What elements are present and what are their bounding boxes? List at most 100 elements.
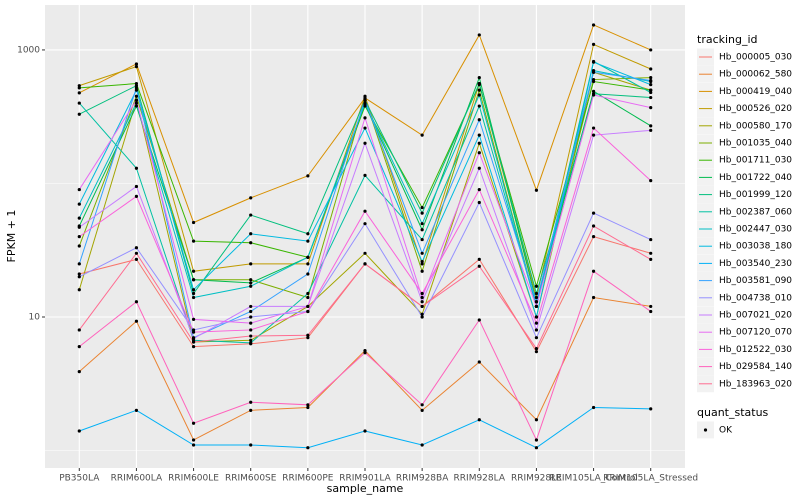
data-point <box>649 88 653 92</box>
data-point <box>591 42 596 47</box>
data-point <box>77 345 81 349</box>
data-point <box>134 257 139 261</box>
data-point <box>134 319 139 323</box>
data-point <box>77 272 81 276</box>
data-point <box>649 67 653 71</box>
legend-label: Hb_002387_060 <box>719 207 792 217</box>
y-tick-label: 1000 <box>17 45 40 55</box>
x-axis-title: sample_name <box>327 482 404 495</box>
data-point <box>134 88 139 92</box>
data-point <box>649 179 653 183</box>
data-point <box>649 124 653 128</box>
data-point <box>591 126 596 130</box>
x-tick-label: RRIM105LA_Control <box>549 474 638 484</box>
data-point <box>306 255 310 259</box>
data-point <box>477 118 481 122</box>
grid <box>45 5 685 468</box>
data-point <box>191 278 196 282</box>
data-point <box>534 350 539 354</box>
data-point <box>249 278 253 282</box>
data-point <box>191 336 196 341</box>
data-point <box>77 91 81 95</box>
data-point <box>363 98 367 102</box>
legend-label: Hb_003581_090 <box>719 276 792 286</box>
data-point <box>134 98 139 102</box>
data-point <box>249 341 253 345</box>
data-point <box>477 133 481 137</box>
data-point <box>249 309 253 314</box>
data-point <box>420 133 424 137</box>
data-point <box>591 405 596 410</box>
data-point <box>249 334 253 338</box>
legend-label: Hb_001711_030 <box>719 156 792 166</box>
data-point <box>649 128 653 132</box>
data-point <box>363 262 367 266</box>
data-point <box>477 141 481 145</box>
data-point <box>306 333 310 337</box>
x-tick-label: RRIM600LA <box>111 474 163 484</box>
data-point <box>306 239 310 243</box>
data-point <box>306 232 310 236</box>
data-point <box>191 317 196 321</box>
legend-title: quant_status <box>697 406 769 419</box>
legend-label: Hb_001999_120 <box>719 190 792 200</box>
data-point <box>534 336 539 340</box>
data-point <box>249 315 253 319</box>
data-point <box>477 264 481 268</box>
data-point <box>363 141 367 145</box>
data-point <box>649 105 653 110</box>
data-point <box>77 262 81 266</box>
data-point <box>77 187 81 192</box>
data-point <box>420 312 424 316</box>
data-point <box>477 257 481 261</box>
data-point <box>420 295 424 300</box>
data-point <box>534 446 539 450</box>
data-point <box>77 202 81 206</box>
data-point <box>134 408 139 412</box>
data-point <box>134 194 139 199</box>
legend: tracking_id Hb_000005_030 Hb_000062_580 Hb_… <box>697 33 792 439</box>
data-point <box>191 340 196 344</box>
data-point <box>649 304 653 309</box>
data-point <box>306 309 310 314</box>
data-point <box>77 328 81 332</box>
points <box>77 23 653 450</box>
data-point <box>420 269 424 273</box>
data-point <box>591 133 596 137</box>
data-point <box>534 304 539 309</box>
legend-label: Hb_183963_020 <box>719 379 792 389</box>
data-point <box>191 345 196 349</box>
legend-label: Hb_012522_030 <box>719 345 792 355</box>
data-point <box>306 403 310 407</box>
data-point <box>249 443 253 447</box>
data-point <box>649 95 653 100</box>
data-point <box>534 418 539 422</box>
data-point <box>134 166 139 170</box>
data-point <box>249 338 253 342</box>
data-point <box>420 315 424 319</box>
data-point <box>363 116 367 120</box>
data-point <box>420 259 424 264</box>
data-point <box>306 295 310 300</box>
data-point <box>77 101 81 105</box>
data-point <box>649 237 653 242</box>
data-point <box>306 304 310 309</box>
data-point <box>77 216 81 220</box>
data-point <box>420 228 424 232</box>
data-point <box>477 418 481 422</box>
data-point <box>77 275 81 279</box>
data-point <box>191 443 196 447</box>
data-point <box>306 405 310 410</box>
x-tick-label: RRIM928LE <box>511 474 562 484</box>
data-point <box>191 288 196 292</box>
data-point <box>191 291 196 296</box>
data-point <box>306 262 310 266</box>
legend-title: tracking_id <box>697 33 758 46</box>
data-point <box>649 90 653 95</box>
data-point <box>591 211 596 215</box>
legend-label: Hb_000005_030 <box>719 53 792 63</box>
data-point <box>363 94 367 98</box>
data-point <box>363 126 367 130</box>
data-point <box>306 174 310 178</box>
